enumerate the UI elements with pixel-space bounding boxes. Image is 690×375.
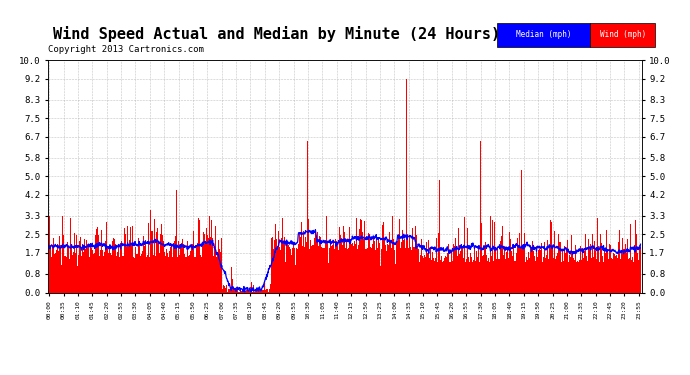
Text: Wind Speed Actual and Median by Minute (24 Hours) (Old) 20131230: Wind Speed Actual and Median by Minute (… [53, 26, 637, 42]
Text: Copyright 2013 Cartronics.com: Copyright 2013 Cartronics.com [48, 45, 204, 54]
Text: Median (mph): Median (mph) [515, 30, 571, 39]
Text: Wind (mph): Wind (mph) [600, 30, 646, 39]
